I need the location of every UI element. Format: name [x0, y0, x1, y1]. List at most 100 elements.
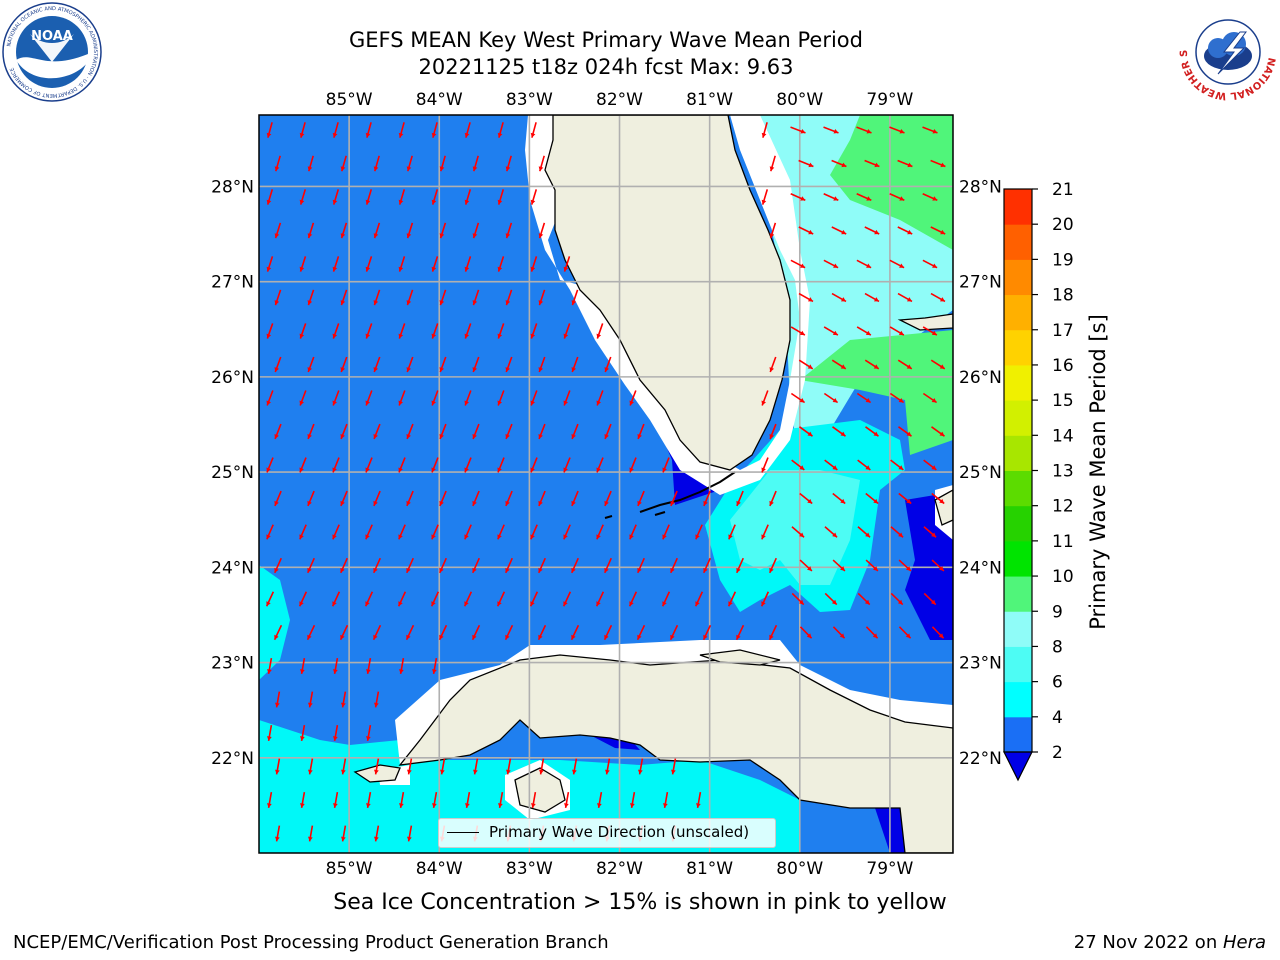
wave-arrow — [769, 423, 777, 440]
wave-arrow — [856, 259, 872, 269]
wave-arrow — [538, 490, 546, 507]
wave-arrow — [922, 259, 938, 269]
wave-arrow — [897, 226, 913, 235]
wave-arrow — [464, 189, 472, 205]
wave-arrow — [856, 126, 872, 134]
wave-arrow — [308, 825, 314, 842]
wave-arrow — [464, 524, 472, 540]
bahamas-grand — [897, 313, 953, 331]
wave-arrow — [439, 423, 447, 440]
wave-arrow — [889, 193, 905, 201]
wave-arrow — [824, 459, 838, 471]
wave-arrow — [761, 390, 769, 406]
wave-arrow — [373, 490, 381, 507]
wave-arrow — [571, 423, 579, 440]
wave-arrow — [505, 289, 513, 306]
wave-arrow — [889, 259, 905, 269]
wave-arrow — [340, 423, 348, 440]
wave-arrow — [399, 791, 405, 809]
wave-arrow — [340, 155, 347, 172]
wave-arrow — [431, 256, 439, 272]
wave-arrow — [307, 423, 315, 440]
wave-arrow — [274, 490, 282, 507]
wave-arrow — [374, 758, 380, 775]
wave-arrow — [340, 490, 348, 507]
wave-arrow — [505, 356, 513, 373]
wave-arrow — [366, 657, 372, 675]
wave-arrow — [798, 226, 814, 235]
wave-arrow — [406, 490, 414, 507]
wave-arrow — [570, 624, 580, 641]
wave-arrow — [661, 591, 671, 607]
wave-arrow — [662, 524, 670, 540]
wave-arrow — [597, 791, 603, 809]
wave-arrow — [332, 122, 339, 138]
wave-arrow — [922, 326, 938, 336]
wave-arrow — [823, 259, 839, 269]
wave-arrow — [432, 791, 438, 809]
wave-arrow — [340, 356, 348, 373]
colorbar-band — [1004, 611, 1032, 647]
wave-arrow — [799, 426, 813, 437]
wave-arrow — [307, 289, 315, 306]
wave-arrow — [497, 323, 505, 339]
wave-arrow — [307, 155, 314, 172]
wave-arrow — [340, 222, 348, 239]
wave-arrow — [832, 426, 846, 437]
wave-arrow — [562, 591, 572, 607]
wave-arrow — [497, 457, 505, 473]
colorbar-band — [1004, 681, 1032, 718]
wave-arrow — [472, 423, 480, 440]
wave-arrow — [274, 423, 282, 440]
date-text: 27 Nov 2022 on — [1073, 932, 1223, 953]
wave-arrow — [299, 524, 307, 540]
legend-line-sample — [447, 832, 479, 833]
wave-arrow — [761, 457, 769, 473]
colorbar-band — [1004, 294, 1032, 331]
wave-arrow — [439, 289, 447, 306]
wave-arrow — [563, 256, 571, 272]
wave-arrow — [865, 626, 879, 639]
colorbar-tick-label: 10 — [1052, 567, 1074, 587]
lon-tick-top-label: 80°W — [776, 90, 823, 110]
wave-arrow — [663, 791, 669, 809]
wave-arrow — [695, 524, 703, 540]
wave-arrow — [865, 559, 879, 572]
wave-arrow — [497, 524, 505, 540]
wave-arrow — [300, 791, 306, 809]
contour-under-2-cuba-south-core — [875, 808, 908, 853]
colorbar-band — [1004, 224, 1032, 260]
wave-arrow — [930, 226, 946, 235]
wave-arrow — [790, 259, 806, 269]
contour-8-9-straits — [730, 470, 860, 585]
wave-arrow — [798, 159, 814, 168]
colorbar-tick-label: 8 — [1052, 637, 1063, 657]
wave-arrow — [832, 492, 846, 505]
colorbar-band — [1004, 505, 1032, 542]
wave-arrow — [431, 390, 439, 406]
wave-arrow — [308, 691, 314, 708]
wave-arrow — [596, 323, 604, 339]
wave-arrow — [564, 791, 570, 809]
wave-arrow — [761, 524, 769, 540]
florida-land — [544, 115, 791, 471]
wave-arrow — [538, 155, 545, 172]
wave-arrow — [266, 189, 274, 205]
colorbar-band — [1004, 435, 1032, 471]
wave-arrow — [857, 526, 871, 538]
wave-arrow — [769, 356, 777, 373]
wave-arrow — [864, 226, 880, 235]
wave-arrow — [267, 724, 273, 742]
wave-arrow — [307, 557, 315, 574]
wave-arrow — [790, 392, 806, 404]
wave-arrow — [790, 126, 806, 134]
cuba-west-tip — [353, 764, 401, 783]
wave-arrow — [538, 289, 546, 306]
wave-arrow — [769, 222, 777, 239]
wave-arrow — [366, 724, 372, 742]
wave-arrow — [341, 691, 347, 708]
wave-arrow — [463, 591, 473, 607]
wave-arrow — [374, 825, 380, 842]
wave-arrow — [472, 356, 480, 373]
wave-arrow — [300, 657, 306, 675]
